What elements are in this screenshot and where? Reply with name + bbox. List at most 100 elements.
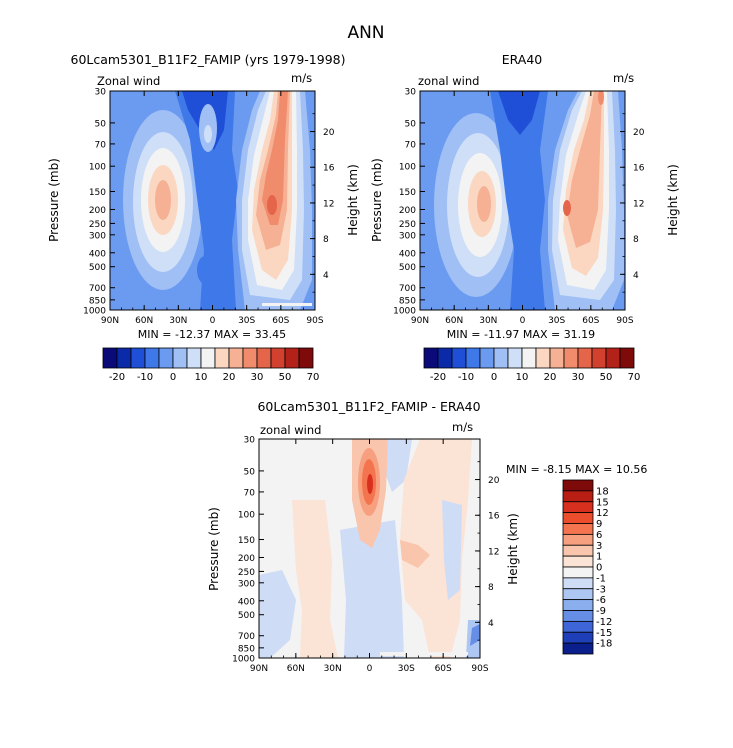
sh-jet-upper-core bbox=[598, 91, 604, 105]
nh-surface-negative bbox=[259, 570, 296, 658]
y2-tick-label: 16 bbox=[323, 164, 335, 174]
y-tick-label: 1000 bbox=[232, 655, 255, 665]
y-tick-label: 850 bbox=[238, 644, 255, 654]
panel-diff-ylabel: Pressure (mb) bbox=[207, 507, 221, 591]
x-tick-label: 30S bbox=[548, 316, 565, 326]
figure-title: ANN bbox=[347, 23, 384, 43]
panel-model-y2label: Height (km) bbox=[346, 164, 360, 235]
y-tick-label: 700 bbox=[238, 632, 255, 642]
colorbar-box bbox=[158, 347, 174, 369]
panel-era40-field bbox=[420, 91, 625, 310]
x-tick-label: 30S bbox=[238, 316, 255, 326]
colorbar-box bbox=[562, 599, 594, 611]
colorbar-label: -20 bbox=[430, 372, 446, 383]
x-tick-label: 60S bbox=[435, 664, 452, 674]
colorbar-label: -15 bbox=[596, 628, 612, 639]
y-tick-label: 200 bbox=[238, 554, 255, 564]
colorbar-box bbox=[562, 555, 594, 568]
colorbar-box bbox=[562, 501, 594, 514]
y-tick-label: 150 bbox=[399, 188, 416, 198]
tropical-negative-band bbox=[340, 520, 404, 658]
y-tick-label: 200 bbox=[89, 206, 106, 216]
colorbar-box bbox=[577, 347, 593, 369]
colorbar-box bbox=[200, 347, 216, 369]
y-tick-label: 1000 bbox=[83, 307, 106, 317]
y-tick-label: 100 bbox=[89, 163, 106, 173]
nh-positive-band bbox=[292, 500, 338, 658]
nh-jet-core bbox=[477, 186, 491, 222]
x-tick-label: 90S bbox=[306, 316, 323, 326]
panel-model-units: m/s bbox=[291, 71, 312, 85]
colorbar-label: 70 bbox=[307, 372, 320, 383]
colorbar-label: 50 bbox=[600, 372, 613, 383]
y-tick-label: 70 bbox=[244, 488, 256, 498]
sh-jet-l4 bbox=[567, 91, 602, 248]
colorbar-box bbox=[507, 347, 523, 369]
colorbar-box bbox=[562, 479, 594, 492]
y-tick-label: 70 bbox=[95, 140, 107, 150]
tropical-easterlies bbox=[490, 91, 548, 310]
x-tick-label: 90N bbox=[411, 316, 429, 326]
colorbar-label: 20 bbox=[223, 372, 236, 383]
y2-tick-label: 12 bbox=[633, 199, 644, 209]
y-tick-label: 300 bbox=[399, 231, 416, 241]
colorbar-label: -3 bbox=[596, 584, 606, 595]
y-tick-label: 30 bbox=[244, 436, 256, 446]
colorbar-box bbox=[214, 347, 230, 369]
panel-era40-units: m/s bbox=[613, 71, 634, 85]
colorbar-box bbox=[423, 347, 439, 369]
x-tick-label: 30N bbox=[169, 316, 187, 326]
panel-model-title: 60Lcam5301_B11F2_FAMIP (yrs 1979-1998) bbox=[71, 52, 346, 67]
colorbar-box bbox=[535, 347, 551, 369]
panel-era40: ERA40 zonal wind m/s 90N 60N 30N 0 30S 60S 90S… bbox=[370, 52, 680, 383]
y-tick-label: 200 bbox=[399, 206, 416, 216]
x-tick-label: 30N bbox=[324, 664, 342, 674]
colorbar-box bbox=[465, 347, 481, 369]
y-tick-label: 250 bbox=[238, 568, 255, 578]
y-tick-label: 250 bbox=[399, 220, 416, 230]
panel-model-axes: 90N 60N 30N 0 30S 60S 90S 30 50 70 100 150 200 250300… bbox=[83, 88, 335, 327]
colorbar-box bbox=[521, 347, 537, 369]
y2-tick-label: 8 bbox=[323, 235, 329, 245]
y2-tick-label: 20 bbox=[488, 476, 500, 486]
colorbar-box bbox=[562, 577, 594, 590]
colorbar-box bbox=[242, 347, 258, 369]
y-tick-label: 400 bbox=[238, 597, 255, 607]
colorbar-box bbox=[437, 347, 453, 369]
colorbar-box bbox=[493, 347, 509, 369]
y-tick-label: 50 bbox=[405, 119, 417, 129]
colorbar-box bbox=[284, 347, 300, 369]
y-tick-label: 700 bbox=[399, 284, 416, 294]
x-tick-label: 60N bbox=[445, 316, 463, 326]
y-tick-label: 400 bbox=[399, 249, 416, 259]
colorbar-label: 15 bbox=[596, 497, 609, 508]
surface-band bbox=[262, 303, 312, 306]
sh-negative-patch bbox=[442, 500, 462, 600]
y-tick-label: 1000 bbox=[393, 307, 416, 317]
colorbar-box bbox=[116, 347, 132, 369]
panel-diff-title: 60Lcam5301_B11F2_FAMIP - ERA40 bbox=[257, 399, 480, 414]
colorbar-box bbox=[562, 523, 594, 535]
panel-era40-stats: MIN = -11.97 MAX = 31.19 bbox=[447, 328, 595, 341]
colorbar-label: 6 bbox=[596, 530, 602, 541]
colorbar-box bbox=[228, 347, 244, 369]
colorbar-label: 30 bbox=[572, 372, 585, 383]
y2-tick-label: 20 bbox=[323, 128, 335, 138]
panel-model-field bbox=[110, 91, 315, 310]
y-tick-label: 300 bbox=[89, 231, 106, 241]
colorbar-box bbox=[144, 347, 160, 369]
colorbar-box bbox=[562, 512, 594, 524]
sh-jet-core bbox=[267, 195, 277, 215]
panel-diff-variable: zonal wind bbox=[260, 423, 321, 437]
tropical-easterlies bbox=[175, 91, 238, 310]
sh-jet-l5 bbox=[262, 91, 288, 225]
x-tick-label: 0 bbox=[520, 316, 526, 326]
panel-diff-y2label: Height (km) bbox=[506, 513, 520, 584]
colorbar-box bbox=[102, 347, 118, 369]
colorbar-label: 50 bbox=[279, 372, 292, 383]
colorbar-box bbox=[479, 347, 495, 369]
y-tick-label: 30 bbox=[405, 88, 417, 98]
x-tick-label: 30N bbox=[479, 316, 497, 326]
y-tick-label: 70 bbox=[405, 140, 417, 150]
